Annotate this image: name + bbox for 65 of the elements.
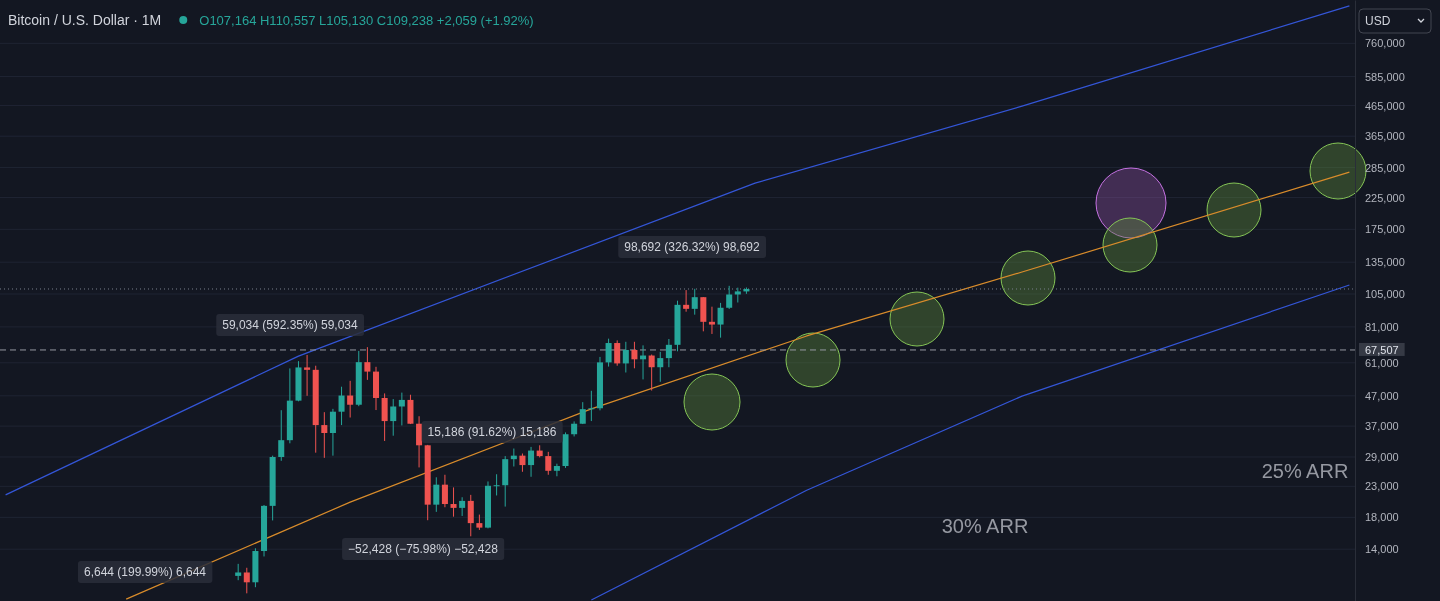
y-tick-label: 225,000 <box>1365 191 1405 204</box>
candlestick <box>726 285 733 310</box>
candlestick <box>329 408 336 457</box>
candlestick <box>691 288 698 316</box>
candlestick <box>338 386 345 426</box>
candlestick <box>683 289 690 313</box>
candlestick <box>381 392 388 442</box>
y-tick-label: 135,000 <box>1365 256 1405 269</box>
candlestick <box>450 486 457 518</box>
text: Bitcoin / U.S. Dollar · 1M <box>8 12 162 28</box>
y-tick-label: 29,000 <box>1365 450 1399 463</box>
candlestick <box>416 415 423 468</box>
y-tick-label: 465,000 <box>1365 99 1405 112</box>
annotation: 30% ARR <box>941 515 1029 537</box>
y-tick-label: 760,000 <box>1365 37 1405 50</box>
candlestick <box>364 346 371 381</box>
annotation: 59,034 (592.35%) 59,034 <box>222 318 359 332</box>
candlestick <box>278 409 285 462</box>
annotation: 6,644 (199.99%) 6,644 <box>83 565 207 579</box>
candlestick <box>553 463 560 477</box>
candlestick <box>407 394 414 425</box>
line-series <box>590 284 1350 601</box>
candlestick <box>614 339 621 367</box>
candlestick <box>519 453 526 473</box>
candlestick <box>588 390 595 422</box>
candlestick <box>347 380 354 419</box>
candlestick <box>631 341 638 369</box>
candlestick <box>493 473 500 496</box>
y-tick-label: 585,000 <box>1365 70 1405 83</box>
candlestick <box>665 338 672 368</box>
y-tick-label: 37,000 <box>1365 420 1399 433</box>
y-tick-label: 23,000 <box>1365 480 1399 493</box>
candlestick <box>321 411 328 459</box>
candlestick <box>622 341 629 373</box>
ref-line-label: 67,507 <box>1365 343 1399 356</box>
y-tick-label: 47,000 <box>1365 389 1399 402</box>
candlestick <box>648 354 655 392</box>
y-tick-label: 105,000 <box>1365 288 1405 301</box>
y-tick-label: 18,000 <box>1365 511 1399 524</box>
candlestick <box>304 354 311 397</box>
candlestick <box>708 306 715 335</box>
annotation: −52,428 (−75.98%) −52,428 <box>348 542 499 556</box>
candlestick <box>528 446 535 478</box>
y-tick-label: 81,000 <box>1365 320 1399 333</box>
y-axis-title: USD <box>1365 14 1391 28</box>
annotation: 15,186 (91.62%) 15,186 <box>427 425 557 439</box>
candlestick <box>605 338 612 368</box>
line-series <box>5 5 1350 496</box>
annotation: 25% ARR <box>1261 460 1349 482</box>
candlestick <box>545 451 552 476</box>
candlestick <box>467 494 474 537</box>
candlestick <box>243 567 250 594</box>
candlestick <box>398 392 405 426</box>
annotation: 98,692 (326.32%) 98,692 <box>624 240 761 254</box>
y-tick-label: 61,000 <box>1365 356 1399 369</box>
y-tick-label: 365,000 <box>1365 130 1405 143</box>
text: O107,164 H110,557 L105,130 C109,238 +2,059 (+1.92%) <box>199 12 534 28</box>
candlestick <box>390 398 397 437</box>
candlestick <box>459 496 466 517</box>
y-tick-label: 175,000 <box>1365 223 1405 236</box>
candlestick <box>657 351 664 383</box>
candlestick <box>433 476 440 513</box>
candlestick <box>441 474 448 508</box>
y-tick-label: 14,000 <box>1365 543 1399 556</box>
candlestick <box>717 302 724 339</box>
